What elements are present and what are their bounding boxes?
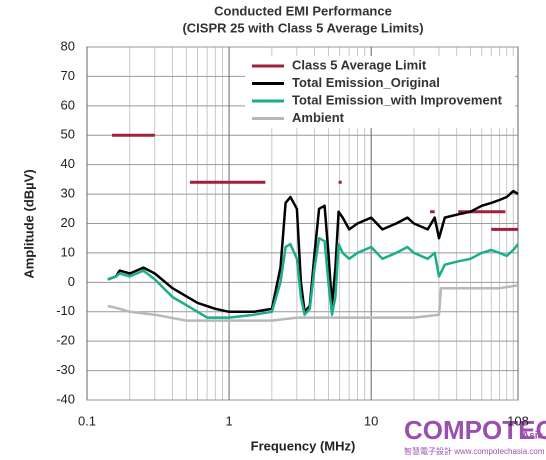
series-line [112, 133, 518, 231]
y-tick-label: 60 [61, 97, 75, 112]
y-tick-label: 30 [61, 186, 75, 201]
legend-label: Total Emission_Original [292, 75, 440, 90]
watermark-brand: COMPOTECH [404, 415, 546, 445]
chart-subtitle: (CISPR 25 with Class 5 Average Limits) [182, 20, 423, 35]
y-tick-label: 50 [61, 127, 75, 142]
series-line [107, 189, 519, 314]
y-tick-label: -30 [56, 362, 75, 377]
x-tick-label: 1 [225, 413, 232, 428]
y-tick-label: 10 [61, 244, 75, 259]
y-tick-label: 0 [68, 274, 75, 289]
y-tick-label: 20 [61, 215, 75, 230]
x-tick-label: 108 [507, 413, 529, 428]
legend-label: Class 5 Average Limit [292, 57, 427, 72]
series-line [107, 284, 519, 322]
watermark-region: Asia [522, 431, 544, 442]
series-line [107, 236, 519, 319]
y-tick-label: -40 [56, 391, 75, 406]
y-tick-label: 70 [61, 68, 75, 83]
chart-title: Conducted EMI Performance [214, 3, 392, 18]
y-tick-label: 40 [61, 156, 75, 171]
x-axis-label: Frequency (MHz) [251, 438, 356, 453]
legend-box [245, 56, 515, 128]
watermark-tagline: 智慧電子設計 www.compotechasia.com [404, 446, 545, 456]
y-tick-label: 80 [61, 38, 75, 53]
y-axis-label: Amplitude (dBµV) [21, 169, 36, 278]
legend-label: Ambient [292, 110, 345, 125]
legend-label: Total Emission_with Improvement [292, 92, 503, 107]
y-tick-label: -10 [56, 303, 75, 318]
x-tick-label: 10 [364, 413, 378, 428]
x-tick-label: 0.1 [78, 413, 96, 428]
y-tick-label: -20 [56, 333, 75, 348]
